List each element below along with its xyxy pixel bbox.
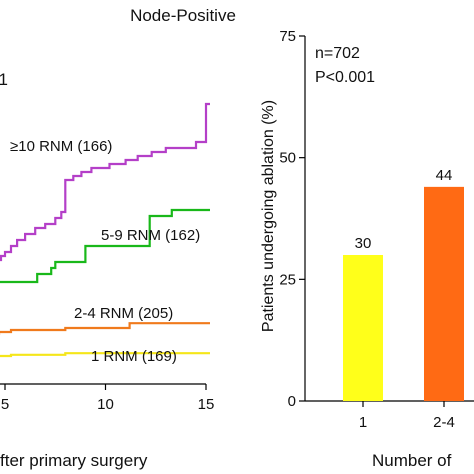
figure-title: Node-Positive <box>130 6 236 25</box>
line-chart-series <box>0 102 210 358</box>
bar-chart-x-label: Number of <box>372 451 452 470</box>
bar-chart-y-tick-label: 50 <box>279 150 296 167</box>
line-series-3 <box>0 352 210 358</box>
line-chart-x-label: fter primary surgery <box>0 451 148 470</box>
line-series-label-1: 5-9 RNM (162) <box>101 227 200 244</box>
bar-category-label: 1 <box>359 414 367 431</box>
left-panel-fragment: 1 <box>0 70 8 89</box>
bar-value-label: 30 <box>355 235 372 252</box>
bar-0 <box>343 255 383 401</box>
bar-chart-annotation-n: n=702 <box>315 45 360 62</box>
line-series-label-3: 1 RNM (169) <box>91 348 177 365</box>
bar-chart: 0 25 50 75 30 1 44 2-4 n=702 P<0.001 Patients … <box>260 28 474 470</box>
line-chart-x-tick-label: 15 <box>198 396 215 413</box>
line-series-1 <box>0 208 210 284</box>
line-chart-x-tick-label: 10 <box>97 396 114 413</box>
line-series-label-2: 2-4 RNM (205) <box>74 305 173 322</box>
bar-chart-bars: 30 1 44 2-4 <box>343 167 464 431</box>
line-series-0 <box>0 102 210 262</box>
line-series-2 <box>0 322 210 336</box>
bar-value-label: 44 <box>436 167 453 184</box>
line-chart-series-labels: ≥10 RNM (166) 5-9 RNM (162) 2-4 RNM (205) 1… <box>10 138 200 365</box>
line-series-label-0: ≥10 RNM (166) <box>10 138 112 155</box>
line-chart-x-tick-label: 5 <box>1 396 9 413</box>
bar-chart-y-tick-label: 75 <box>279 28 296 45</box>
line-chart: 5 10 15 ≥10 RNM (166) 5-9 RNM (162) 2-4 RNM … <box>0 102 215 470</box>
bar-chart-y-label: Patients undergoing ablation (%) <box>260 100 277 332</box>
bar-chart-annotation-p: P<0.001 <box>315 69 375 86</box>
bar-1 <box>424 186 464 401</box>
bar-category-label: 2-4 <box>433 414 455 431</box>
bar-chart-y-ticks: 0 25 50 75 <box>279 28 305 410</box>
line-chart-ticks: 5 10 15 <box>1 384 215 413</box>
bar-chart-y-tick-label: 0 <box>288 393 296 410</box>
bar-chart-y-tick-label: 25 <box>279 271 296 288</box>
